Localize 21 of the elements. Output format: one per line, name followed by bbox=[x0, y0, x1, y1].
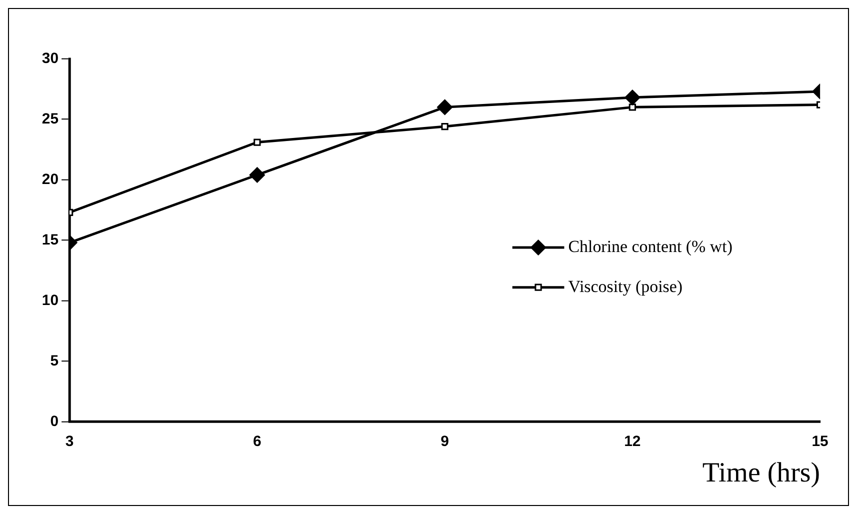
x-tick-label: 12 bbox=[624, 432, 641, 450]
legend-label: Chlorine content (% wt) bbox=[568, 236, 733, 256]
point bbox=[437, 99, 453, 115]
point bbox=[441, 122, 448, 130]
y-tick-label: 5 bbox=[50, 352, 59, 370]
point bbox=[249, 167, 265, 183]
x-tick-label: 6 bbox=[253, 432, 262, 450]
y-tick-label: 25 bbox=[42, 110, 59, 128]
y-tick-label: 20 bbox=[42, 170, 59, 188]
y-tick-label: 10 bbox=[42, 292, 59, 309]
y-tick-label: 30 bbox=[42, 50, 59, 67]
x-tick-label: 15 bbox=[812, 432, 828, 450]
x-tick-label: 3 bbox=[65, 432, 74, 450]
x-axis-title: Time (hrs) bbox=[702, 458, 820, 489]
point bbox=[254, 138, 261, 146]
point bbox=[624, 90, 640, 106]
y-tick-label: 15 bbox=[42, 231, 59, 248]
point bbox=[628, 104, 636, 111]
x-tick-label: 9 bbox=[440, 432, 449, 450]
y-tick-label: 0 bbox=[50, 412, 59, 430]
legend-label: Viscosity (poise) bbox=[568, 276, 683, 296]
